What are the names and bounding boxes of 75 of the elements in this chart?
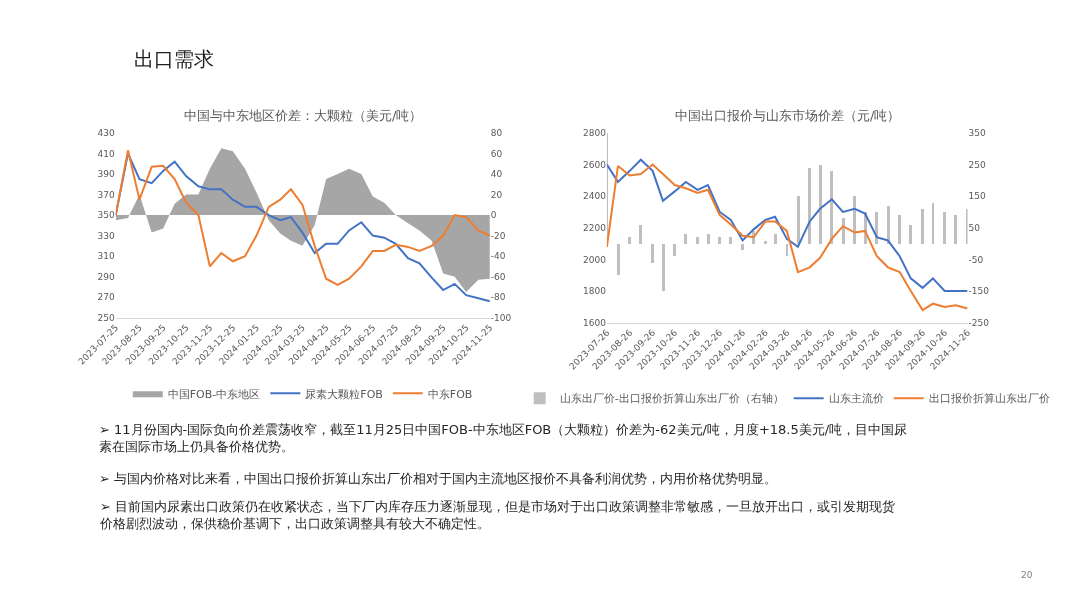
bar bbox=[829, 170, 833, 244]
line-series bbox=[606, 163, 968, 312]
bar bbox=[920, 208, 924, 244]
y-tick-label: 250 bbox=[97, 312, 116, 323]
y2-tick-label: 50 bbox=[968, 222, 981, 233]
bar bbox=[908, 224, 912, 244]
bar bbox=[672, 243, 676, 256]
chart-title: 中国与中东地区价差：大颗粒（美元/吨） bbox=[184, 108, 423, 123]
y2-tick-label: 40 bbox=[490, 169, 503, 180]
y2-tick-label: 80 bbox=[490, 128, 503, 139]
y-tick-label: 330 bbox=[97, 230, 116, 241]
text: ➢ 目前国内尿素出口政策仍在收紧状态，当下厂内库存压力逐渐显现，但是市场对于出口政策调整非常敏感，一旦放开出口，或引发期现货价格剧烈波动，保供稳价基调下，出口政策调整具有较大不确定性。 bbox=[99, 499, 896, 531]
bar bbox=[695, 236, 699, 244]
y2-tick-label: -250 bbox=[968, 317, 990, 328]
y2-tick-label: 250 bbox=[968, 159, 987, 170]
bar bbox=[818, 164, 822, 244]
bar bbox=[717, 236, 721, 244]
bar bbox=[886, 205, 890, 244]
y2-tick-label: 0 bbox=[490, 210, 497, 221]
y2-tick-label: 150 bbox=[968, 191, 987, 202]
bar bbox=[616, 243, 620, 275]
chart-title: 中国出口报价与山东市场价差（元/吨） bbox=[675, 108, 901, 123]
text: 出口需求 bbox=[134, 47, 214, 71]
bar bbox=[785, 243, 788, 256]
bar bbox=[661, 243, 665, 291]
bar bbox=[627, 236, 631, 244]
bar bbox=[728, 236, 732, 244]
bar bbox=[683, 233, 687, 244]
y-tick-label: 410 bbox=[97, 148, 116, 159]
bar bbox=[796, 195, 800, 244]
y2-tick-label: -80 bbox=[490, 292, 506, 303]
legend-label: 出口报价折算山东出厂价 bbox=[928, 392, 1050, 406]
legend-label: 中东FOB bbox=[427, 387, 473, 401]
y2-tick-label: -20 bbox=[490, 230, 506, 241]
y-tick-label: 350 bbox=[97, 210, 116, 221]
bar bbox=[942, 211, 946, 244]
y2-tick-label: 60 bbox=[490, 148, 503, 159]
y-tick-label: 310 bbox=[97, 251, 116, 262]
text: ➢ 11月份国内-国际负向价差震荡收窄，截至11月25日中国FOB-中东地区FOB（大颗粒）价差为-62美元/吨，月度+18.5美元/吨，目中国尿素在国际市场上仍具备价格优势。 bbox=[99, 422, 908, 454]
legend-label: 山东主流价 bbox=[828, 392, 884, 406]
bar bbox=[740, 243, 744, 250]
bar bbox=[706, 233, 710, 244]
y2-tick-label: -50 bbox=[968, 254, 984, 265]
bar bbox=[638, 224, 642, 244]
bar bbox=[897, 214, 901, 244]
y-tick-label: 290 bbox=[97, 271, 116, 282]
legend-label: 尿素大颗粒FOB bbox=[305, 387, 383, 401]
y2-tick-label: 350 bbox=[968, 128, 987, 139]
y-tick-label: 370 bbox=[97, 189, 116, 200]
y-tick-label: 390 bbox=[97, 169, 116, 180]
y-tick-label: 270 bbox=[97, 292, 116, 303]
bar bbox=[773, 233, 777, 244]
bar bbox=[807, 167, 811, 244]
legend-label: 山东出厂价-出口报价折算山东出厂价（右轴） bbox=[559, 392, 784, 406]
line-series bbox=[606, 158, 968, 293]
bar bbox=[953, 214, 957, 244]
y2-tick-label: 20 bbox=[490, 189, 503, 200]
legend-label: 中国FOB-中东地区 bbox=[167, 387, 261, 401]
bar bbox=[931, 202, 934, 244]
y-tick-label: 2200 bbox=[582, 222, 607, 233]
y-tick-label: 1600 bbox=[582, 317, 607, 328]
y2-tick-label: -40 bbox=[490, 251, 506, 262]
y-tick-label: 2600 bbox=[582, 159, 607, 170]
y-tick-label: 430 bbox=[97, 128, 116, 139]
y-tick-label: 2800 bbox=[582, 128, 607, 139]
y2-tick-label: -100 bbox=[490, 312, 512, 323]
y-tick-label: 2000 bbox=[582, 254, 607, 265]
y2-tick-label: -60 bbox=[490, 271, 506, 282]
text: 20 bbox=[1021, 570, 1033, 580]
bar bbox=[650, 243, 654, 263]
y-tick-label: 1800 bbox=[582, 286, 607, 297]
y-tick-label: 2400 bbox=[582, 191, 607, 202]
text: ➢ 与国内价格对比来看，中国出口报价折算山东出厂价相对于国内主流地区报价不具备利润优势，内用价格优势明显。 bbox=[99, 471, 778, 486]
y2-tick-label: -150 bbox=[968, 286, 990, 297]
bar bbox=[763, 240, 767, 244]
